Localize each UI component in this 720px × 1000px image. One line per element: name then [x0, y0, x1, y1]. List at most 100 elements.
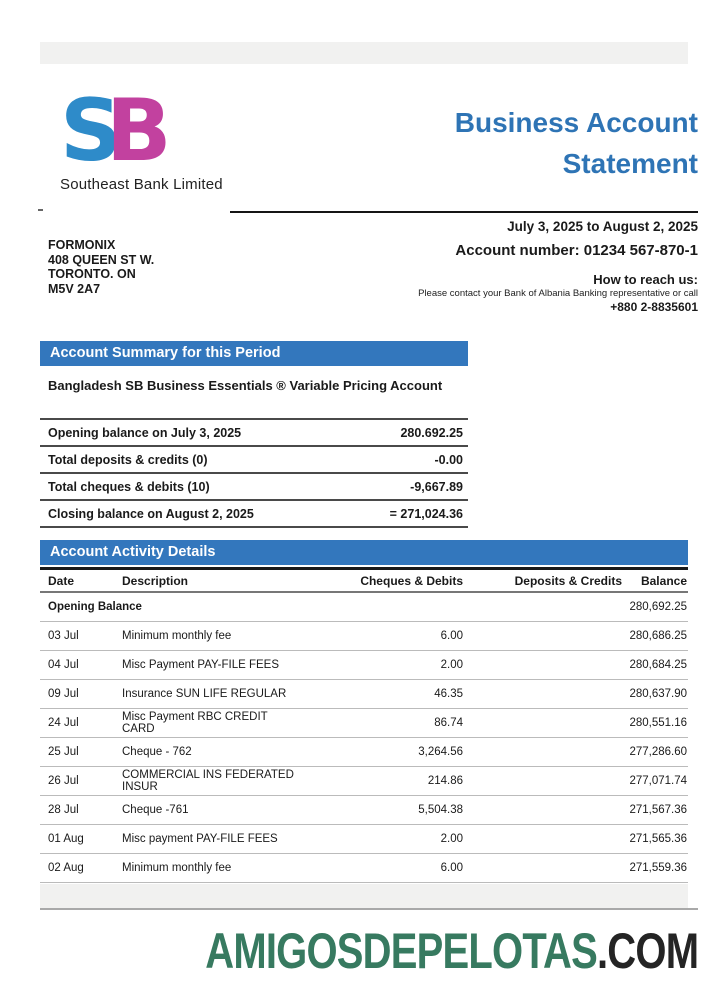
cell-debit: 3,264.56 — [418, 746, 463, 758]
reach-us-heading: How to reach us: — [593, 272, 698, 287]
table-row: 01 Aug Misc payment PAY-FILE FEES 2.00 2… — [40, 825, 688, 854]
cell-debit: 5,504.38 — [418, 804, 463, 816]
activity-table: Date Description Cheques & Debits Deposi… — [40, 567, 688, 883]
summary-label: Closing balance on August 2, 2025 — [48, 506, 254, 521]
cell-description: Misc payment PAY-FILE FEES — [122, 833, 278, 845]
opening-balance-value: 280,692.25 — [629, 601, 687, 613]
page-top-edge — [40, 42, 688, 64]
reach-us-phone: +880 2-8835601 — [610, 300, 698, 314]
document-title: Business Account Statement — [455, 102, 698, 184]
summary-row-opening: Opening balance on July 3, 2025 280.692.… — [40, 420, 468, 447]
cell-balance: 271,567.36 — [629, 804, 687, 816]
page-speck — [38, 209, 43, 211]
summary-label: Total cheques & debits (10) — [48, 479, 210, 494]
address-line: TORONTO. ON — [48, 267, 136, 281]
summary-label: Total deposits & credits (0) — [48, 452, 208, 467]
header-divider — [230, 211, 698, 213]
cell-balance: 280,637.90 — [629, 688, 687, 700]
opening-balance-label: Opening Balance — [48, 601, 142, 613]
cell-description: Cheque - 762 — [122, 746, 192, 758]
opening-balance-row: Opening Balance 280,692.25 — [40, 593, 688, 622]
cell-date: 26 Jul — [48, 775, 79, 787]
address-line: M5V 2A7 — [48, 281, 101, 296]
document-title-line2: Statement — [562, 148, 698, 179]
summary-row-debits: Total cheques & debits (10) -9,667.89 — [40, 474, 468, 501]
account-number: Account number: 01234 567-870-1 — [455, 242, 698, 259]
logo-letter-s: S — [60, 81, 122, 181]
table-row: 25 Jul Cheque - 762 3,264.56 277,286.60 — [40, 738, 688, 767]
cell-debit: 214.86 — [427, 775, 463, 787]
statement-period: July 3, 2025 to August 2, 2025 — [507, 219, 698, 234]
cell-date: 02 Aug — [48, 862, 84, 874]
customer-address: FORMONIX 408 QUEEN ST W. TORONTO. ON M5V… — [48, 238, 154, 296]
column-header-balance: Balance — [640, 573, 687, 588]
product-name: Bangladesh SB Business Essentials ® Vari… — [48, 378, 443, 393]
address-line: 408 QUEEN ST W. — [48, 252, 155, 267]
cell-debit: 2.00 — [440, 659, 463, 671]
summary-section-header: Account Summary for this Period — [40, 341, 468, 366]
cell-description: Insurance SUN LIFE REGULAR — [122, 688, 287, 700]
cell-balance: 271,565.36 — [629, 833, 687, 845]
watermark-brand-name: AMIGOSDEPELOTAS — [205, 923, 598, 979]
summary-table: Opening balance on July 3, 2025 280.692.… — [40, 418, 468, 528]
cell-date: 01 Aug — [48, 833, 84, 845]
cell-balance: 271,559.36 — [629, 862, 687, 874]
cell-description: Misc Payment PAY-FILE FEES — [122, 659, 280, 671]
column-header-description: Description — [122, 573, 189, 588]
cell-balance: 280,686.25 — [629, 630, 687, 642]
cell-debit: 6.00 — [440, 862, 463, 874]
column-header-credits: Deposits & Credits — [514, 573, 622, 588]
bank-logo-icon: SB — [60, 88, 230, 174]
column-header-debits: Cheques & Debits — [360, 573, 463, 588]
summary-value: = 271,024.36 — [389, 506, 463, 521]
table-row: 02 Aug Minimum monthly fee 6.00 271,559.… — [40, 854, 688, 883]
cell-description: Minimum monthly fee — [122, 630, 232, 642]
reach-us-text: Please contact your Bank of Albania Bank… — [418, 288, 698, 299]
cell-debit: 46.35 — [434, 688, 463, 700]
bank-name: Southeast Bank Limited — [60, 176, 223, 193]
cell-date: 03 Jul — [48, 630, 79, 642]
activity-header-row: Date Description Cheques & Debits Deposi… — [40, 567, 688, 593]
page-bottom-divider — [40, 908, 698, 910]
table-row: 03 Jul Minimum monthly fee 6.00 280,686.… — [40, 622, 688, 651]
summary-value: 280.692.25 — [400, 425, 463, 440]
cell-balance: 277,286.60 — [629, 746, 687, 758]
column-header-date: Date — [48, 573, 75, 588]
reach-us-block: How to reach us: Please contact your Ban… — [418, 272, 698, 315]
cell-date: 09 Jul — [48, 688, 79, 700]
cell-balance: 280,684.25 — [629, 659, 687, 671]
cell-debit: 6.00 — [440, 630, 463, 642]
activity-section-header: Account Activity Details — [40, 540, 688, 565]
cell-date: 04 Jul — [48, 659, 79, 671]
bank-logo: SB Southeast Bank Limited — [60, 88, 230, 193]
summary-label: Opening balance on July 3, 2025 — [48, 425, 242, 440]
cell-balance: 280,551.16 — [629, 717, 687, 729]
cell-debit: 2.00 — [440, 833, 463, 845]
cell-balance: 277,071.74 — [629, 775, 687, 787]
summary-row-deposits: Total deposits & credits (0) -0.00 — [40, 447, 468, 474]
summary-row-closing: Closing balance on August 2, 2025 = 271,… — [40, 501, 468, 528]
table-row: 26 Jul COMMERCIAL INS FEDERATED INSUR 21… — [40, 767, 688, 796]
summary-value: -9,667.89 — [410, 479, 463, 494]
cell-description: Cheque -761 — [122, 804, 189, 816]
page-bottom-edge — [40, 884, 688, 908]
cell-debit: 86.74 — [434, 717, 463, 729]
summary-value: -0.00 — [434, 452, 464, 467]
table-row: 28 Jul Cheque -761 5,504.38 271,567.36 — [40, 796, 688, 825]
table-row: 09 Jul Insurance SUN LIFE REGULAR 46.35 … — [40, 680, 688, 709]
cell-date: 25 Jul — [48, 746, 79, 758]
watermark-brand: AMIGOSDEPELOTAS.COM — [205, 922, 699, 980]
cell-description: COMMERCIAL INS FEDERATED INSUR — [122, 769, 294, 793]
address-line: FORMONIX — [48, 238, 116, 252]
cell-date: 24 Jul — [48, 717, 79, 729]
cell-description: Misc Payment RBC CREDIT CARD — [122, 711, 268, 735]
cell-description: Minimum monthly fee — [122, 862, 232, 874]
watermark-brand-tld: .COM — [596, 923, 699, 979]
document-title-line1: Business Account — [454, 107, 698, 138]
table-row: 04 Jul Misc Payment PAY-FILE FEES 2.00 2… — [40, 651, 688, 680]
cell-date: 28 Jul — [48, 804, 79, 816]
logo-letter-b: B — [105, 81, 171, 181]
statement-meta: July 3, 2025 to August 2, 2025 Account n… — [418, 216, 698, 315]
table-row: 24 Jul Misc Payment RBC CREDIT CARD 86.7… — [40, 709, 688, 738]
